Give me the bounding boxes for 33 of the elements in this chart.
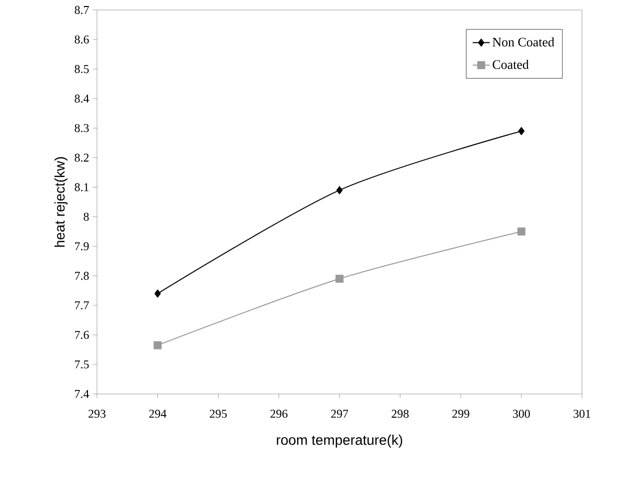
point bbox=[517, 228, 526, 236]
y-tick-label: 7.6 bbox=[75, 330, 89, 339]
y-tick-label: 7.7 bbox=[75, 301, 89, 310]
x-tick-label: 294 bbox=[149, 410, 166, 418]
x-tick-label: 301 bbox=[574, 410, 590, 418]
y-tick-label: 7.9 bbox=[75, 242, 89, 250]
x-tick-label: 297 bbox=[331, 410, 348, 418]
legend-label: Coated bbox=[492, 60, 529, 69]
x-axis-title: room temperature(k) bbox=[276, 434, 402, 448]
y-tick-label: 8.3 bbox=[74, 124, 89, 132]
x-tick-label: 293 bbox=[88, 410, 106, 418]
y-tick-label: 7.4 bbox=[75, 390, 90, 398]
point bbox=[154, 290, 161, 298]
y-tick-label: 8.2 bbox=[74, 154, 89, 162]
point bbox=[336, 274, 344, 283]
point bbox=[154, 341, 162, 350]
x-tick-label: 295 bbox=[210, 410, 227, 418]
point bbox=[518, 127, 525, 136]
y-tick-label: 8.6 bbox=[74, 35, 89, 44]
x-tick-label: 298 bbox=[392, 410, 409, 418]
x-tick-label: 296 bbox=[270, 410, 288, 418]
y-tick-label: 7.5 bbox=[75, 360, 89, 368]
point bbox=[336, 186, 343, 194]
y-tick-label: 8.1 bbox=[74, 183, 89, 192]
y-tick-label: 8 bbox=[84, 212, 89, 221]
x-tick-label: 299 bbox=[452, 410, 470, 418]
y-tick-label: 8.7 bbox=[74, 6, 89, 14]
x-tick-label: 300 bbox=[512, 410, 530, 418]
y-axis-title: heat reject(kw) bbox=[54, 157, 68, 247]
y-tick-label: 8.5 bbox=[74, 65, 89, 74]
legend-label: Non Coated bbox=[492, 37, 554, 46]
y-tick-label: 7.8 bbox=[75, 272, 89, 280]
y-tick-label: 8.4 bbox=[74, 94, 90, 103]
